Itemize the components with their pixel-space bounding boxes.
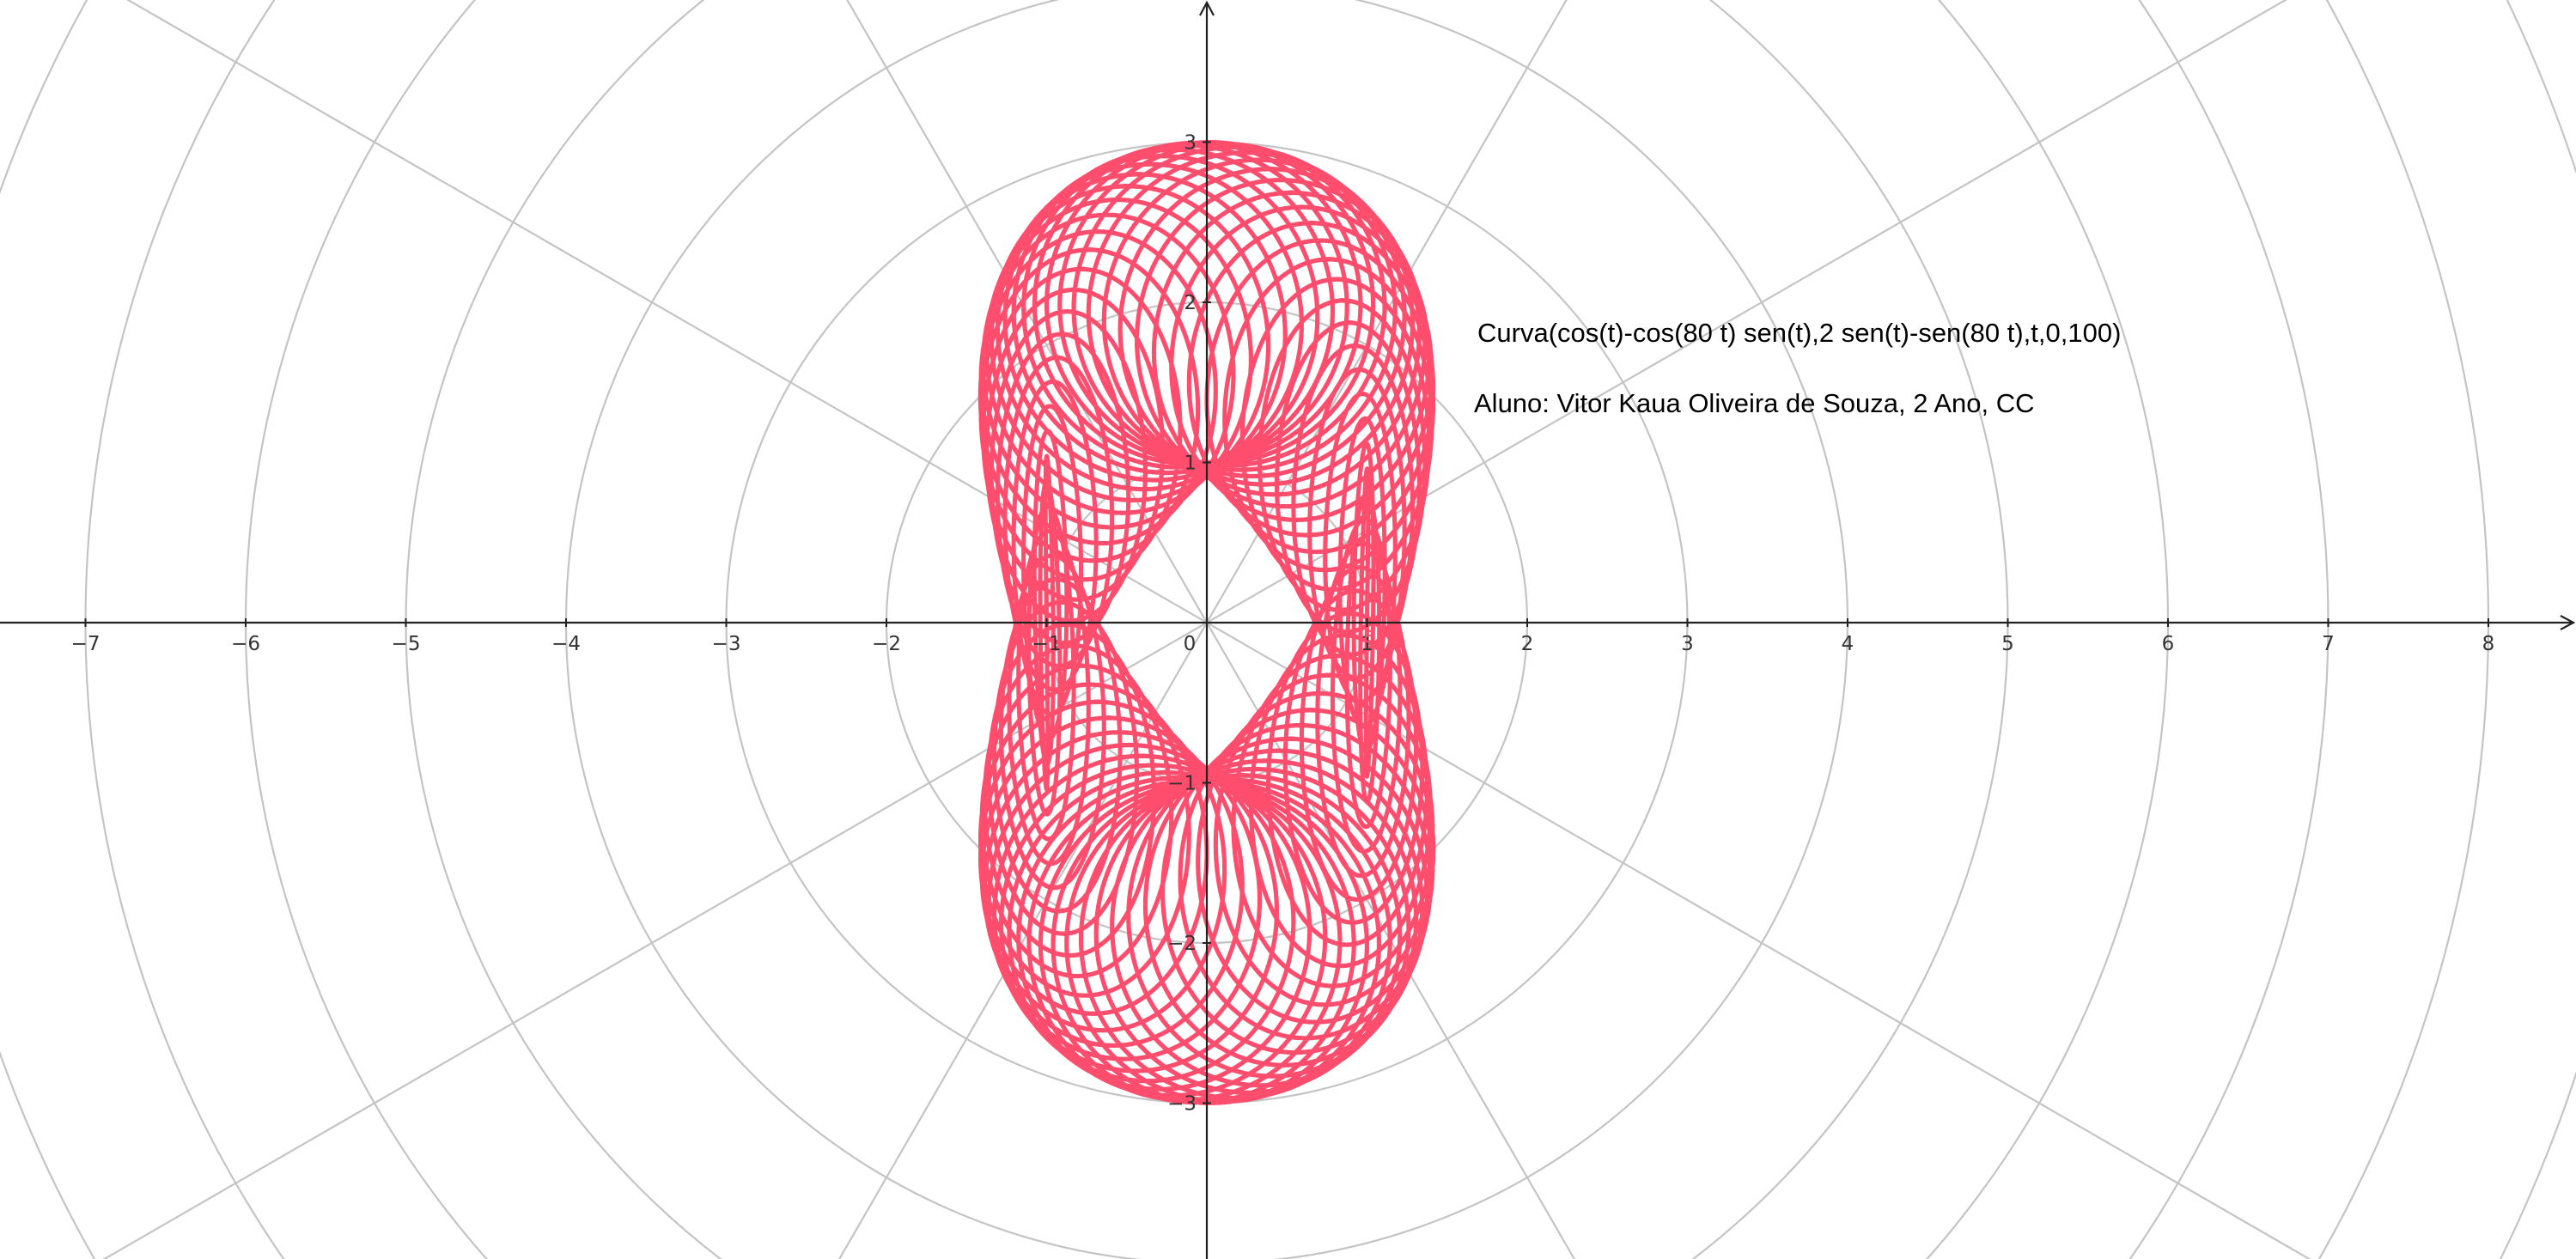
y-tick-label: −1 bbox=[1167, 773, 1197, 795]
y-tick-label: 1 bbox=[1184, 453, 1197, 475]
x-tick-label: −5 bbox=[392, 633, 421, 655]
x-tick-label: 7 bbox=[2322, 633, 2335, 655]
y-axis-arrow bbox=[1199, 0, 1215, 16]
x-tick-label: −7 bbox=[71, 633, 100, 655]
x-tick-label: −6 bbox=[231, 633, 260, 655]
y-tick-label: 3 bbox=[1184, 132, 1197, 155]
grid-circle bbox=[0, 0, 2489, 1259]
x-tick-label: 2 bbox=[1521, 633, 1534, 655]
x-tick-label: 0 bbox=[1184, 633, 1197, 655]
x-tick-label: −3 bbox=[712, 633, 741, 655]
tick-labels: −7 −6 −5 −4 −3 −2 −1 0 1 2 3 4 5 6 7 8 3 2 1 −1 −2 −3 bbox=[71, 132, 2495, 1116]
student-name-text: Aluno: Vitor Kaua Oliveira de Souza, 2 A… bbox=[1474, 388, 2035, 418]
y-tick-label: −2 bbox=[1167, 933, 1197, 955]
x-tick-label: 3 bbox=[1681, 633, 1694, 655]
x-tick-label: 5 bbox=[2001, 633, 2014, 655]
parametric-curve[interactable] bbox=[977, 140, 1436, 1105]
x-tick-label: −4 bbox=[551, 633, 581, 655]
x-axis-arrow bbox=[2560, 615, 2576, 630]
x-tick-label: 4 bbox=[1842, 633, 1854, 655]
x-tick-label: 1 bbox=[1361, 633, 1373, 655]
curve-label[interactable]: a bbox=[1363, 623, 1377, 648]
curve-path[interactable] bbox=[977, 140, 1436, 1105]
x-tick-label: 6 bbox=[2162, 633, 2175, 655]
x-tick-label: 8 bbox=[2482, 633, 2495, 655]
y-tick-label: 2 bbox=[1184, 292, 1197, 314]
x-tick-label: −2 bbox=[872, 633, 901, 655]
curve-command-text: Curva(cos(t)-cos(80 t) sen(t),2 sen(t)-s… bbox=[1477, 318, 2122, 348]
y-tick-label: −3 bbox=[1167, 1093, 1197, 1116]
x-tick-label: −1 bbox=[1032, 633, 1062, 655]
